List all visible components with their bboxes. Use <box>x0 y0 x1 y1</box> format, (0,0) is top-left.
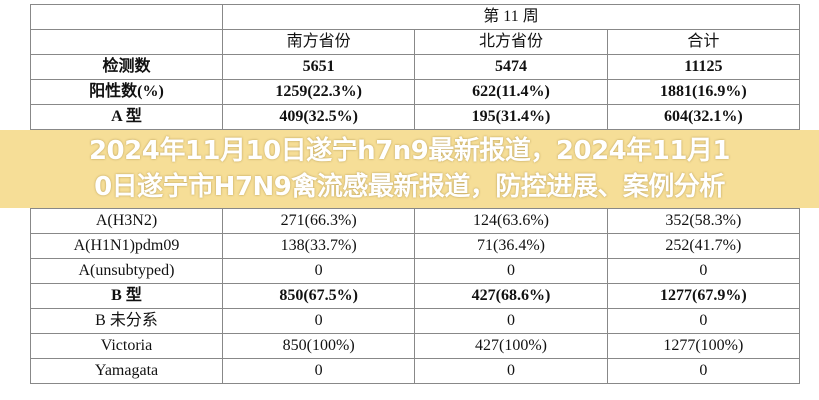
table-cell: 1259(22.3%) <box>221 79 416 105</box>
table-cell: 427(68.6%) <box>414 283 608 309</box>
table-row: Victoria 850(100%) 427(100%) 1277(100%) <box>30 333 801 359</box>
table-cell: 604(32.1%) <box>606 104 801 130</box>
row-label: A 型 <box>30 104 223 130</box>
table-cell: 0 <box>414 258 608 284</box>
surveillance-table: 第 11 周 南方省份 北方省份 合计 检测数 5651 5474 11125 阳性数(… <box>30 4 801 130</box>
table-row: A(H3N2) 271(66.3%) 124(63.6%) 352(58.3%) <box>30 208 801 234</box>
table-cell: 0 <box>221 308 416 334</box>
table-cell: 0 <box>606 258 801 284</box>
table-cell: 0 <box>606 358 801 384</box>
table-cell: 5474 <box>414 54 608 80</box>
table-row: B 未分系 0 0 0 <box>30 308 801 334</box>
table-cell: 850(100%) <box>221 333 416 359</box>
table-cell: 850(67.5%) <box>221 283 416 309</box>
empty-header-cell <box>30 4 223 30</box>
table-cell: 195(31.4%) <box>414 104 608 130</box>
table-cell: 427(100%) <box>414 333 608 359</box>
row-label: Yamagata <box>30 358 223 384</box>
column-header: 北方省份 <box>414 29 608 55</box>
column-header: 南方省份 <box>221 29 416 55</box>
table-row: Yamagata 0 0 0 <box>30 358 801 384</box>
table-cell: 124(63.6%) <box>414 208 608 234</box>
table-cell: 0 <box>606 308 801 334</box>
banner-line-1: 2024年11月10日遂宁h7n9最新报道，2024年11月1 <box>88 136 731 166</box>
table-cell: 5651 <box>221 54 416 80</box>
table-row: B 型 850(67.5%) 427(68.6%) 1277(67.9%) <box>30 283 801 309</box>
table-cell: 0 <box>414 308 608 334</box>
table-row: 检测数 5651 5474 11125 <box>30 54 801 80</box>
week-header: 第 11 周 <box>222 4 800 30</box>
table-row: A 型 409(32.5%) 195(31.4%) 604(32.1%) <box>30 104 801 130</box>
surveillance-table-continued: A(H3N2) 271(66.3%) 124(63.6%) 352(58.3%) A(H… <box>30 208 801 384</box>
title-banner: 2024年11月10日遂宁h7n9最新报道，2024年11月1 0日遂宁市H7N… <box>0 130 819 208</box>
table-cell: 0 <box>221 358 416 384</box>
table-cell: 622(11.4%) <box>414 79 608 105</box>
table-cell: 1277(67.9%) <box>606 283 801 309</box>
page: 第 11 周 南方省份 北方省份 合计 检测数 5651 5474 11125 阳性数(… <box>0 4 819 384</box>
table-cell: 138(33.7%) <box>221 233 416 259</box>
row-label: B 未分系 <box>30 308 223 334</box>
row-label: 检测数 <box>30 54 223 80</box>
row-label: A(unsubtyped) <box>30 258 223 284</box>
table-row: 阳性数(%) 1259(22.3%) 622(11.4%) 1881(16.9%) <box>30 79 801 105</box>
table-cell: 0 <box>414 358 608 384</box>
table-cell: 409(32.5%) <box>221 104 416 130</box>
table-cell: 271(66.3%) <box>221 208 416 234</box>
table-row: A(H1N1)pdm09 138(33.7%) 71(36.4%) 252(41.7%… <box>30 233 801 259</box>
table-cell: 1277(100%) <box>606 333 801 359</box>
table-cell: 71(36.4%) <box>414 233 608 259</box>
table-row: A(unsubtyped) 0 0 0 <box>30 258 801 284</box>
empty-header-cell <box>30 29 223 55</box>
row-label: B 型 <box>30 283 223 309</box>
header-row-week: 第 11 周 <box>30 4 800 30</box>
row-label: 阳性数(%) <box>30 79 223 105</box>
row-label: Victoria <box>30 333 223 359</box>
header-row-regions: 南方省份 北方省份 合计 <box>30 29 801 55</box>
row-label: A(H1N1)pdm09 <box>30 233 223 259</box>
table-cell: 252(41.7%) <box>606 233 801 259</box>
table-cell: 1881(16.9%) <box>606 79 801 105</box>
banner-line-2: 0日遂宁市H7N9禽流感最新报道，防控进展、案例分析 <box>94 172 725 202</box>
row-label: A(H3N2) <box>30 208 223 234</box>
column-header: 合计 <box>606 29 801 55</box>
table-cell: 352(58.3%) <box>606 208 801 234</box>
table-cell: 0 <box>221 258 416 284</box>
table-cell: 11125 <box>606 54 801 80</box>
